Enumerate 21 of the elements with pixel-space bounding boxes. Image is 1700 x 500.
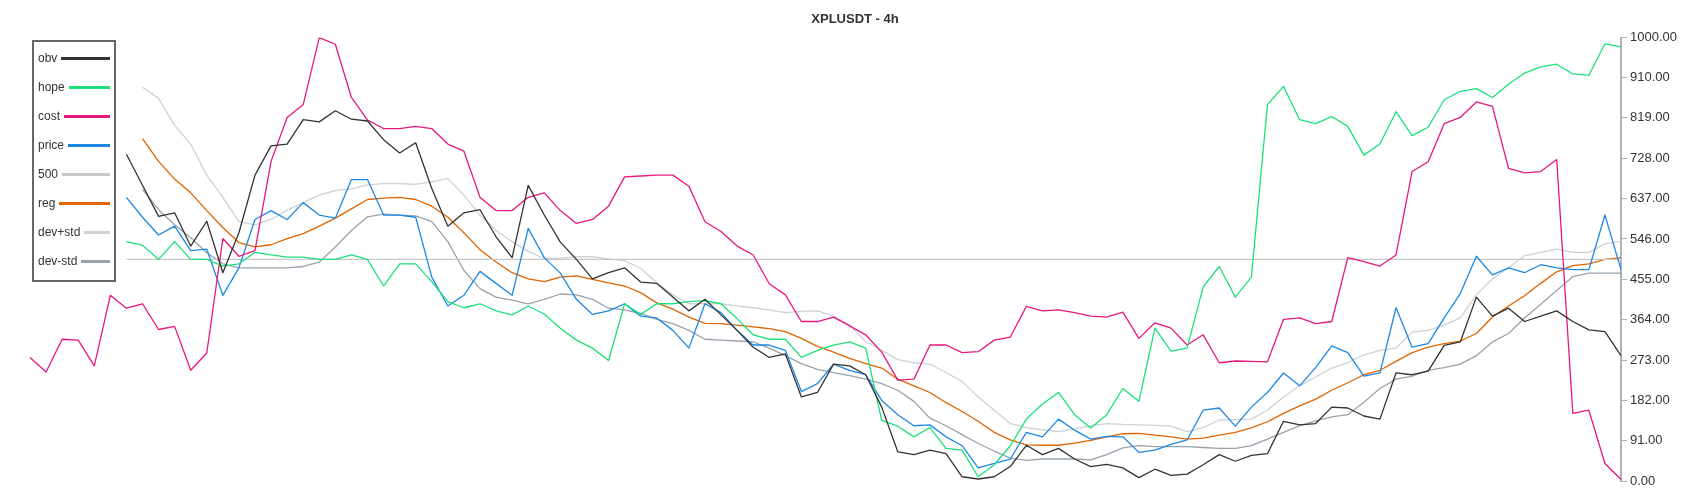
y-tick-label: 364.00 bbox=[1630, 311, 1670, 327]
legend-label: obv bbox=[38, 51, 58, 66]
y-tick-label: 182.00 bbox=[1630, 392, 1670, 408]
legend-label: dev+std bbox=[38, 225, 81, 240]
legend-label: cost bbox=[38, 109, 61, 124]
legend-label: hope bbox=[38, 80, 65, 95]
y-tick-label: 91.00 bbox=[1630, 432, 1663, 448]
legend-label: 500 bbox=[38, 167, 59, 182]
y-tick-label: 728.00 bbox=[1630, 149, 1670, 165]
y-tick-label: 819.00 bbox=[1630, 109, 1670, 125]
legend-label: reg bbox=[38, 196, 56, 211]
y-tick-label: 910.00 bbox=[1630, 69, 1670, 85]
y-tick-label: 546.00 bbox=[1630, 230, 1670, 246]
y-tick-label: 273.00 bbox=[1630, 351, 1670, 367]
y-tick-label: 637.00 bbox=[1630, 190, 1670, 206]
chart-title: XPLUSDT - 4h bbox=[811, 11, 899, 27]
legend-label: dev-std bbox=[38, 254, 78, 269]
y-tick-label: 1000.00 bbox=[1630, 29, 1678, 45]
y-tick-label: 455.00 bbox=[1630, 270, 1670, 286]
y-tick-label: 0.00 bbox=[1630, 472, 1656, 488]
legend-label: price bbox=[38, 138, 65, 153]
